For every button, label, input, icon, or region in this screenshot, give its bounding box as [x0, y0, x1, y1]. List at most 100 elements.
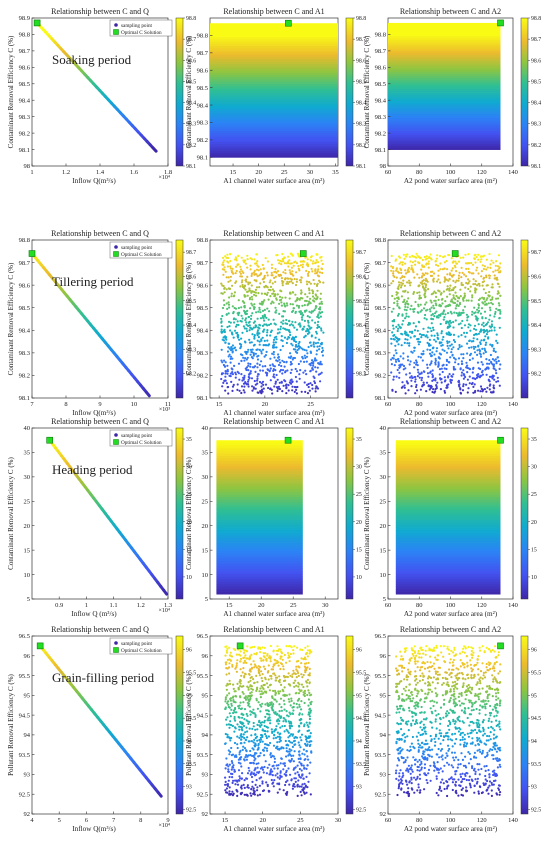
sampling-point: [247, 378, 250, 381]
sampling-point: [303, 767, 306, 770]
sampling-point: [252, 660, 255, 663]
sampling-point: [235, 269, 238, 273]
sampling-point: [246, 696, 249, 700]
sampling-point: [407, 315, 410, 318]
sampling-point: [410, 264, 413, 267]
sampling-point: [289, 674, 292, 677]
sampling-point: [291, 712, 294, 715]
sampling-point: [320, 302, 324, 305]
sampling-point: [289, 371, 292, 374]
sampling-point: [254, 715, 257, 719]
y-tick-label: 98.3: [19, 350, 30, 357]
sampling-point: [221, 284, 224, 287]
sampling-point: [306, 262, 309, 265]
sampling-point: [274, 323, 277, 326]
sampling-point: [448, 278, 451, 281]
sampling-point: [270, 677, 273, 680]
sampling-point: [305, 667, 308, 670]
optimal-solution-marker: [33, 19, 41, 27]
sampling-point: [264, 354, 267, 357]
sampling-point: [282, 327, 285, 330]
sampling-point: [449, 273, 452, 276]
sampling-point: [309, 694, 312, 697]
sampling-point: [469, 285, 472, 288]
sampling-point: [279, 361, 282, 364]
sampling-point: [420, 762, 423, 765]
sampling-point: [290, 378, 293, 381]
sampling-point: [315, 353, 318, 356]
sampling-point: [402, 687, 405, 690]
sampling-point: [269, 722, 272, 725]
sampling-point: [489, 667, 492, 671]
sampling-point: [255, 253, 258, 256]
sampling-point: [249, 362, 252, 366]
optimal-solution-marker: [236, 642, 244, 650]
sampling-point: [407, 334, 410, 337]
sampling-point: [246, 356, 249, 359]
sampling-point: [422, 723, 425, 726]
sampling-point: [467, 751, 470, 754]
sampling-point: [280, 301, 283, 304]
sampling-point: [407, 787, 410, 790]
sampling-band-strip: [388, 147, 501, 150]
sampling-point: [422, 381, 425, 384]
sampling-point: [480, 339, 483, 342]
sampling-point: [248, 372, 251, 376]
sampling-point: [431, 369, 434, 372]
sampling-point: [287, 265, 290, 268]
sampling-point: [449, 697, 452, 700]
sampling-point: [485, 646, 488, 649]
sampling-point: [469, 352, 473, 355]
sampling-point: [467, 281, 470, 285]
sampling-point: [488, 663, 491, 667]
sampling-point: [261, 673, 264, 676]
sampling-band-strip: [210, 146, 338, 149]
sampling-band-strip: [395, 442, 501, 446]
sampling-point: [291, 344, 294, 347]
sampling-point: [273, 757, 276, 760]
legend-optimal-label: Optimal C Solution: [121, 30, 162, 36]
sampling-point: [439, 293, 442, 296]
sampling-band-strip: [388, 73, 501, 77]
sampling-point: [499, 294, 502, 297]
sampling-point: [307, 270, 310, 274]
row-2: Relationship between C and Q7 8 9 10 1198.19…: [7, 229, 541, 417]
sampling-point: [265, 374, 268, 377]
sampling-point: [238, 725, 241, 728]
sampling-point: [263, 355, 266, 358]
sampling-point: [439, 322, 442, 326]
sampling-point: [428, 388, 431, 391]
sampling-point: [418, 297, 421, 300]
sampling-point: [480, 361, 483, 364]
sampling-point: [225, 256, 228, 259]
sampling-point: [446, 268, 449, 271]
sampling-point: [278, 788, 281, 791]
sampling-point: [463, 738, 466, 741]
sampling-point: [497, 254, 501, 257]
sampling-point: [397, 312, 400, 316]
sampling-point: [278, 262, 281, 265]
sampling-point: [290, 778, 293, 781]
sampling-point: [457, 274, 461, 277]
sampling-point: [239, 793, 243, 796]
sampling-point: [237, 687, 240, 690]
sampling-point: [274, 698, 277, 701]
sampling-point: [296, 671, 300, 675]
sampling-point: [236, 331, 239, 334]
sampling-point: [225, 673, 228, 676]
sampling-point: [465, 693, 468, 697]
sampling-point: [255, 324, 258, 328]
sampling-point: [247, 385, 250, 388]
sampling-point: [403, 298, 406, 301]
sampling-point: [287, 736, 290, 739]
sampling-point: [227, 320, 231, 323]
row-4: Relationship between C and Q4 5 6 7 8 99292.5…: [7, 625, 541, 833]
sampling-point: [491, 286, 494, 289]
sampling-point: [305, 280, 308, 283]
sampling-point: [314, 262, 317, 265]
sampling-point: [490, 323, 493, 326]
sampling-point: [288, 280, 291, 283]
sampling-point: [485, 367, 488, 370]
panel-title: Relationship between C and A1: [223, 229, 324, 238]
sampling-point: [468, 262, 471, 265]
